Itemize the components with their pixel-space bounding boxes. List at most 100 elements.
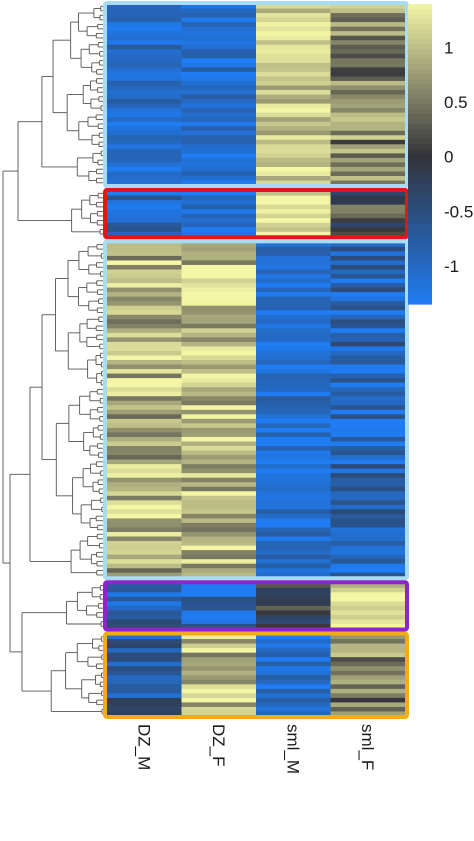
heatmap-cell <box>107 148 183 154</box>
heatmap-cell <box>107 427 183 434</box>
heatmap-cell <box>330 634 406 640</box>
heatmap-cell <box>256 550 332 556</box>
heatmap-cell <box>330 337 406 343</box>
color-scale-swatch <box>408 189 432 195</box>
color-scale-swatch <box>408 169 432 175</box>
heatmap-cell <box>330 670 406 676</box>
heatmap-cell <box>330 702 406 708</box>
heatmap-cell <box>330 652 406 658</box>
heatmap-cell <box>256 80 332 87</box>
heatmap-cell <box>330 532 406 538</box>
heatmap-cell <box>181 639 257 645</box>
heatmap-cell <box>181 679 257 685</box>
color-scale-swatch <box>408 14 432 20</box>
heatmap-cell <box>330 17 406 23</box>
heatmap-cell <box>256 423 332 429</box>
heatmap-cell <box>330 486 406 492</box>
heatmap-cell <box>330 171 406 177</box>
heatmap-cell <box>256 657 332 663</box>
color-scale-swatch <box>408 254 432 260</box>
heatmap-cell <box>107 227 183 233</box>
heatmap-cell <box>330 144 406 150</box>
heatmap-cell <box>107 360 183 366</box>
heatmap-cell <box>181 112 257 118</box>
heatmap-cell <box>256 341 332 348</box>
heatmap-cell <box>256 355 332 361</box>
heatmap-cell <box>256 666 332 672</box>
heatmap-cell <box>107 563 183 569</box>
heatmap-cell <box>107 58 183 64</box>
heatmap-cell <box>107 144 183 150</box>
heatmap-cell <box>107 99 183 105</box>
heatmap-cell <box>330 35 406 41</box>
heatmap-cell <box>181 121 257 127</box>
heatmap-cell <box>107 139 183 145</box>
heatmap-cell <box>330 209 406 215</box>
heatmap-cell <box>181 527 257 533</box>
cluster-3-box <box>103 239 409 581</box>
color-scale-swatch <box>408 94 432 100</box>
heatmap-cell <box>107 35 183 41</box>
heatmap-cell <box>256 596 332 602</box>
heatmap-cell <box>181 278 257 284</box>
heatmap-cell <box>107 491 183 497</box>
heatmap-cell <box>181 409 257 415</box>
heatmap-cell <box>256 688 332 694</box>
heatmap-cell <box>181 643 257 649</box>
heatmap-cell <box>181 22 257 28</box>
heatmap-cell <box>181 26 257 32</box>
heatmap-cell <box>107 130 183 136</box>
heatmap-cell <box>330 500 406 506</box>
heatmap-cell <box>107 319 183 325</box>
heatmap-cell <box>107 596 183 602</box>
heatmap-cell <box>256 702 332 708</box>
heatmap-cell <box>256 587 332 593</box>
heatmap-cell <box>330 396 406 402</box>
color-scale-tick-label: 1 <box>444 39 453 58</box>
heatmap-cell <box>181 218 257 224</box>
heatmap-cell <box>181 296 257 302</box>
heatmap-cell <box>181 583 257 589</box>
heatmap-cell <box>256 328 332 334</box>
color-scale-swatch <box>408 184 432 190</box>
heatmap-cell <box>330 153 406 159</box>
heatmap-cell <box>181 468 257 474</box>
heatmap-cell <box>256 643 332 649</box>
heatmap-cell <box>330 71 406 78</box>
column-label: sml_F <box>358 724 377 770</box>
heatmap-cell <box>330 200 406 206</box>
heatmap-cell <box>107 400 183 406</box>
heatmap-cell <box>330 176 406 182</box>
heatmap-cell <box>181 8 257 14</box>
heatmap-cell <box>181 436 257 443</box>
heatmap-cell <box>107 13 183 19</box>
heatmap-cell <box>256 364 332 370</box>
heatmap-cell <box>330 427 406 434</box>
heatmap-cell <box>330 278 406 284</box>
heatmap-cell <box>330 592 406 598</box>
heatmap-cell <box>256 76 332 82</box>
heatmap-cell <box>181 49 257 55</box>
heatmap-cell <box>330 126 406 132</box>
color-scale-swatch <box>408 59 432 65</box>
heatmap-cell <box>107 108 183 114</box>
heatmap-cell <box>330 414 406 420</box>
heatmap-cell <box>330 44 406 50</box>
heatmap-cell <box>256 679 332 685</box>
heatmap-cell <box>107 583 183 589</box>
heatmap-cell <box>256 634 332 640</box>
color-scale-swatch <box>408 99 432 105</box>
heatmap-cell <box>181 103 257 109</box>
heatmap-cell <box>256 153 332 159</box>
heatmap-cell <box>181 706 257 713</box>
heatmap-cell <box>107 396 183 402</box>
heatmap-cell <box>107 135 183 141</box>
heatmap-cell <box>256 287 332 293</box>
heatmap-cell <box>181 76 257 82</box>
heatmap-cell <box>181 180 257 186</box>
heatmap-cell <box>107 405 183 411</box>
color-scale-swatch <box>408 274 432 280</box>
heatmap-cell <box>330 550 406 556</box>
heatmap-cell <box>181 601 257 607</box>
heatmap-cell <box>107 22 183 28</box>
